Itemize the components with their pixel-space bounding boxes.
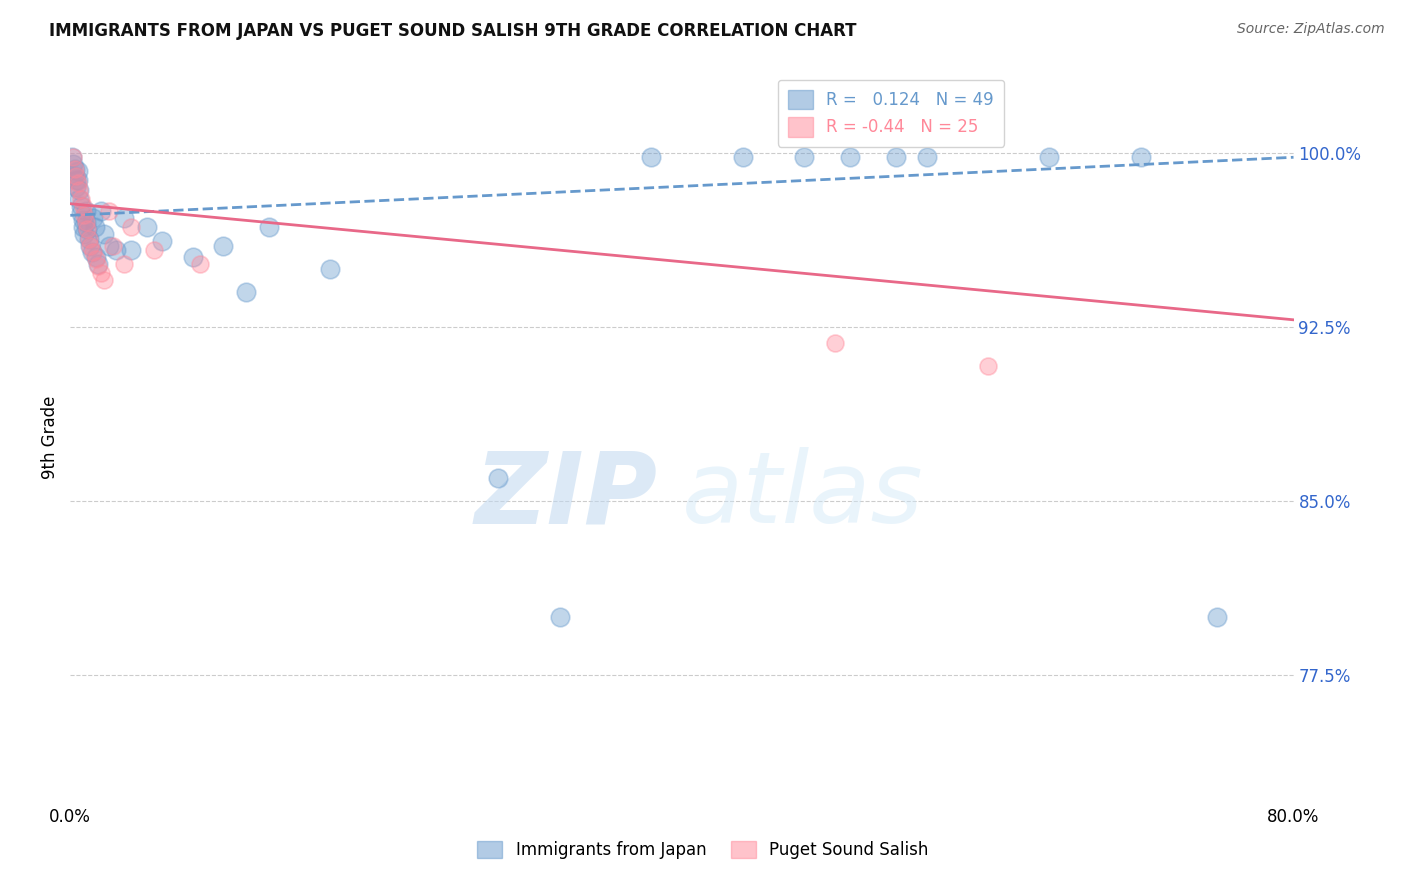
Text: atlas: atlas bbox=[682, 447, 924, 544]
Point bbox=[87, 257, 110, 271]
Point bbox=[75, 215, 97, 229]
Point bbox=[79, 238, 101, 252]
Point bbox=[488, 471, 510, 485]
Point bbox=[66, 164, 89, 178]
Point bbox=[548, 610, 571, 624]
Point bbox=[90, 203, 112, 218]
Point bbox=[79, 238, 101, 252]
Point bbox=[77, 231, 100, 245]
Point bbox=[66, 173, 89, 187]
Point bbox=[77, 231, 100, 245]
Point bbox=[76, 222, 98, 236]
Point bbox=[72, 213, 94, 227]
Point bbox=[101, 238, 124, 252]
Point bbox=[82, 245, 104, 260]
Point bbox=[62, 150, 84, 164]
Point bbox=[80, 245, 103, 260]
Point bbox=[640, 150, 662, 164]
Point bbox=[87, 260, 110, 274]
Point bbox=[319, 261, 342, 276]
Point bbox=[121, 219, 143, 234]
Point bbox=[135, 219, 157, 234]
Point bbox=[75, 215, 97, 229]
Point bbox=[105, 243, 128, 257]
Point bbox=[76, 222, 98, 236]
Point bbox=[70, 199, 93, 213]
Y-axis label: 9th Grade: 9th Grade bbox=[41, 395, 59, 479]
Point bbox=[69, 183, 91, 197]
Point bbox=[112, 257, 135, 271]
Point bbox=[70, 206, 93, 220]
Text: ZIP: ZIP bbox=[474, 447, 658, 544]
Point bbox=[112, 211, 135, 225]
Point bbox=[188, 257, 211, 271]
Point bbox=[1129, 150, 1152, 164]
Point bbox=[69, 183, 91, 197]
Point bbox=[73, 227, 96, 241]
Point bbox=[93, 227, 115, 241]
Text: Source: ZipAtlas.com: Source: ZipAtlas.com bbox=[1237, 22, 1385, 37]
Point bbox=[884, 150, 907, 164]
Point bbox=[63, 161, 86, 176]
Point bbox=[65, 180, 87, 194]
Point bbox=[150, 234, 173, 248]
Point bbox=[75, 203, 97, 218]
Point bbox=[1038, 150, 1060, 164]
Point bbox=[66, 176, 89, 190]
Point bbox=[62, 157, 84, 171]
Point bbox=[1206, 610, 1229, 624]
Point bbox=[73, 208, 96, 222]
Point bbox=[824, 336, 846, 351]
Point bbox=[97, 238, 120, 252]
Point bbox=[93, 273, 115, 287]
Point bbox=[235, 285, 257, 299]
Point bbox=[84, 250, 107, 264]
Point bbox=[65, 169, 87, 183]
Point bbox=[839, 150, 862, 164]
Point bbox=[72, 219, 94, 234]
Point bbox=[915, 150, 938, 164]
Point bbox=[69, 192, 91, 206]
Point bbox=[70, 192, 93, 206]
Point bbox=[121, 243, 143, 257]
Point bbox=[143, 243, 166, 257]
Point bbox=[793, 150, 815, 164]
Point bbox=[733, 150, 755, 164]
Point bbox=[65, 173, 87, 187]
Text: IMMIGRANTS FROM JAPAN VS PUGET SOUND SALISH 9TH GRADE CORRELATION CHART: IMMIGRANTS FROM JAPAN VS PUGET SOUND SAL… bbox=[49, 22, 856, 40]
Point bbox=[257, 219, 280, 234]
Point bbox=[63, 169, 86, 183]
Point bbox=[83, 219, 105, 234]
Point bbox=[97, 203, 120, 218]
Legend: Immigrants from Japan, Puget Sound Salish: Immigrants from Japan, Puget Sound Salis… bbox=[471, 834, 935, 866]
Point bbox=[976, 359, 998, 374]
Point bbox=[60, 150, 83, 164]
Point bbox=[90, 266, 112, 280]
Point bbox=[63, 161, 86, 176]
Point bbox=[212, 238, 235, 252]
Legend: R =   0.124   N = 49, R = -0.44   N = 25: R = 0.124 N = 49, R = -0.44 N = 25 bbox=[778, 79, 1004, 146]
Point bbox=[84, 252, 107, 267]
Point bbox=[82, 211, 104, 225]
Point bbox=[181, 250, 204, 264]
Point bbox=[72, 199, 94, 213]
